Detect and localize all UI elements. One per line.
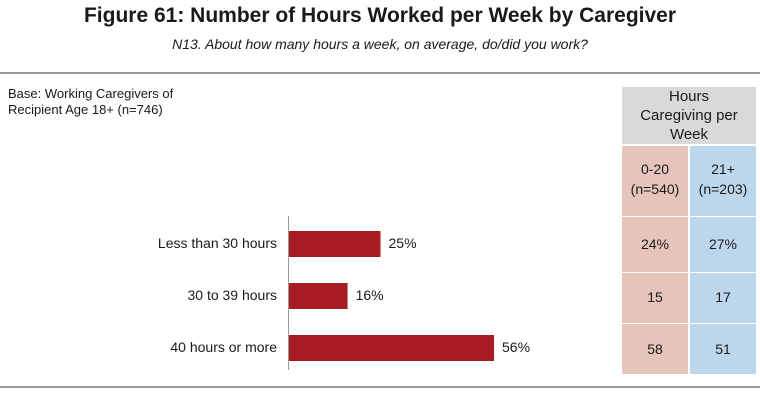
category-label: 30 to 39 hours <box>187 287 277 303</box>
side-cell: 58 <box>647 341 663 357</box>
side-column-0-20 <box>622 146 688 374</box>
bar-0 <box>289 231 381 257</box>
value-label: 16% <box>355 287 384 303</box>
side-cell: 15 <box>647 289 663 305</box>
side-table-divider <box>622 272 756 273</box>
chart-title: Figure 61: Number of Hours Worked per We… <box>83 4 677 27</box>
value-label: 25% <box>388 235 417 251</box>
category-label: 40 hours or more <box>170 339 277 355</box>
side-cell: 51 <box>715 341 731 357</box>
side-cell: 27% <box>708 236 738 252</box>
value-label: 56% <box>502 339 531 355</box>
side-col-n: (n=203) <box>698 181 748 197</box>
bar-2 <box>289 335 494 361</box>
side-cell: 17 <box>715 289 731 305</box>
side-col-label: 0-20 <box>640 161 670 177</box>
bar-1 <box>289 283 348 309</box>
side-cell: 24% <box>640 236 670 252</box>
side-table-divider <box>622 323 756 324</box>
side-col-label: 21+ <box>711 161 735 177</box>
side-table-header-text: Hours Caregiving per Week <box>640 88 738 143</box>
chart-panel <box>0 72 760 388</box>
side-col-n: (n=540) <box>630 181 680 197</box>
side-table-header: Hours Caregiving per Week <box>622 87 756 144</box>
side-table-divider <box>622 216 756 217</box>
category-label: Less than 30 hours <box>157 235 277 251</box>
chart-subtitle: N13. About how many hours a week, on ave… <box>172 36 588 52</box>
category-axis-line <box>288 216 289 370</box>
base-note: Base: Working Caregivers of Recipient Ag… <box>8 86 174 117</box>
side-column-21-plus <box>690 146 756 374</box>
